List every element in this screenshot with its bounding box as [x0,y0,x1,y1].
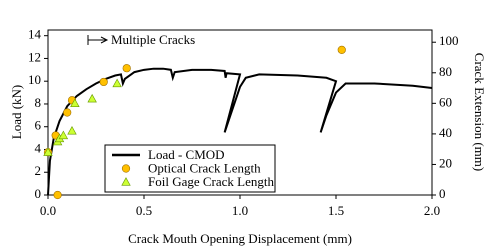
y-tick-label: 6 [35,118,42,133]
legend-box [104,144,276,193]
y-axis-title: Load (kN) [9,85,24,140]
triangle-point [58,130,69,140]
circle-point [53,190,62,200]
y2-tick-label: 20 [439,155,452,170]
y-tick-label: 12 [28,49,41,64]
y2-axis-title: Crack Extension (mm) [472,53,487,171]
y2-tick-label: 40 [439,125,452,140]
x-tick-label: 0.5 [136,203,152,218]
triangle-point [70,98,80,107]
triangle-point [67,126,77,135]
y2-tick-label: 80 [439,64,452,79]
y-tick-label: 0 [35,186,42,201]
y-tick-label: 8 [35,95,42,110]
y-tick-label: 10 [28,72,41,87]
x-tick-label: 1.5 [328,203,344,218]
legend-label: Optical Crack Length [148,160,261,175]
legend-label: Load - CMOD [148,147,225,162]
y-tick-label: 2 [35,163,42,178]
circle-point [337,45,346,54]
x-tick-label: 2.0 [424,203,440,218]
x-axis-title: Crack Mouth Opening Displacement (mm) [128,231,352,246]
legend-swatch [121,177,131,186]
x-tick-label: 0.0 [40,203,56,218]
legend-swatch [121,164,131,173]
triangle-point [43,147,53,156]
legend-label: Foil Gage Crack Length [148,174,274,189]
load-line [47,67,433,196]
circle-point [122,64,131,73]
annotation-arrow [87,35,109,45]
y-tick-label: 4 [35,140,42,155]
x-tick-label: 1.0 [232,203,248,218]
triangle-point [87,93,97,103]
y-tick-label: 14 [28,27,42,42]
circle-point [99,77,108,87]
y2-tick-label: 100 [439,33,459,48]
circle-point [63,108,72,117]
annotation: Multiple Cracks [111,32,195,47]
y2-tick-label: 0 [439,186,446,201]
triangle-point [112,78,122,88]
y2-tick-label: 60 [439,94,452,109]
